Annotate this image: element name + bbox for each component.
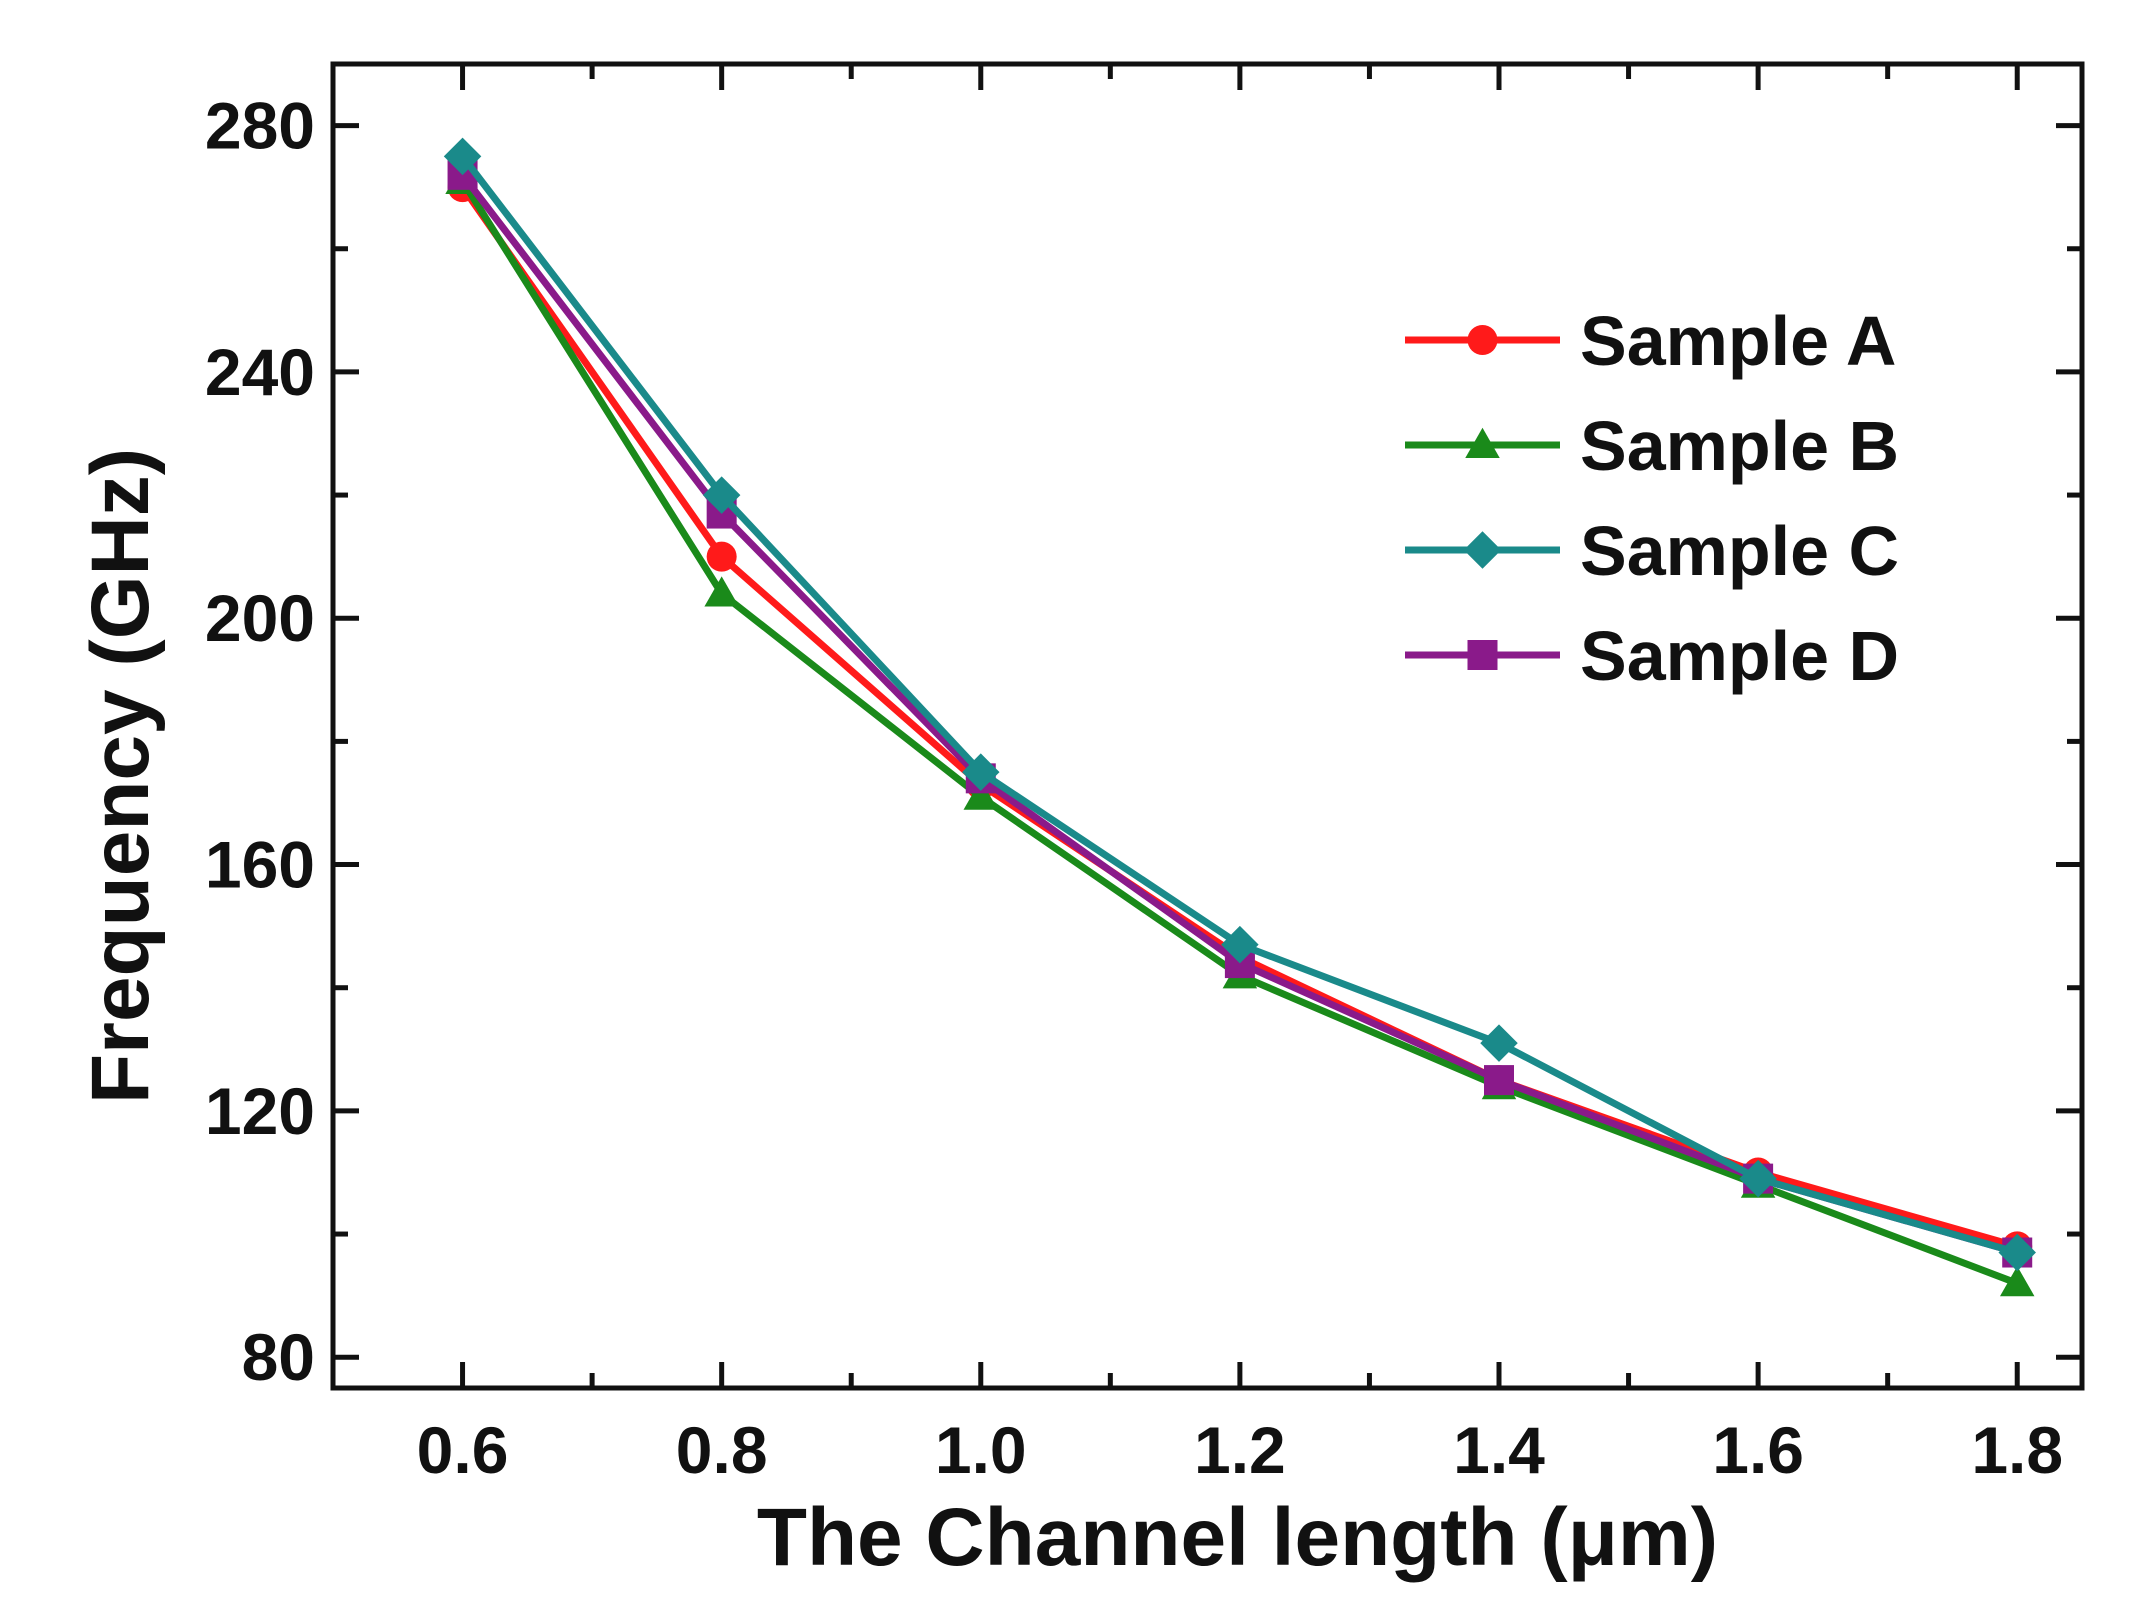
legend-marker-sample-d [1467,640,1498,670]
legend-label-sample-c: Sample C [1580,512,1899,590]
data-point-sample-c [1480,1024,1518,1062]
x-tick-label: 1.4 [1453,1413,1545,1487]
legend-label-sample-a: Sample A [1580,302,1896,380]
y-tick-label: 160 [205,828,315,902]
legend-marker-sample-c [1463,531,1502,569]
data-point-sample-c [1221,925,1259,964]
y-tick-label: 200 [205,581,315,655]
data-point-sample-a [706,541,737,572]
data-point-sample-b [963,779,999,810]
data-point-sample-d [1484,1065,1514,1096]
plot-area: 0.6 0.8 1.0 1.2 1.4 1.6 1.8 80 120 160 200 240 280 Sa… [205,61,2085,1487]
plot-frame [330,61,2085,1391]
data-point-sample-c [702,476,741,514]
x-axis-title: The Channel length (μm) [757,1492,1718,1583]
data-point-sample-c [1739,1159,1777,1198]
x-tick-label: 0.6 [417,1413,509,1487]
x-tick-label: 1.8 [1971,1413,2063,1487]
data-point-sample-b [1999,1266,2035,1297]
x-tick-label: 1.0 [935,1413,1027,1487]
y-axis-title: Frequency (GHz) [75,448,166,1104]
legend-label-sample-b: Sample B [1580,407,1899,485]
data-point-sample-c [1998,1233,2036,1272]
data-point-sample-b [704,576,739,607]
y-tick-label: 80 [242,1320,315,1394]
legend-marker-sample-a [1467,325,1498,355]
y-tick-label: 120 [205,1074,315,1148]
data-point-sample-c [962,753,1000,791]
y-tick-label: 280 [205,89,315,163]
legend-marker-sample-b [1465,427,1500,458]
y-tick-label: 240 [205,335,315,409]
data-point-sample-c [443,137,482,176]
x-tick-label: 0.8 [676,1413,768,1487]
x-tick-label: 1.6 [1712,1413,1804,1487]
x-tick-label: 1.2 [1194,1413,1286,1487]
legend-label-sample-d: Sample D [1580,617,1899,695]
